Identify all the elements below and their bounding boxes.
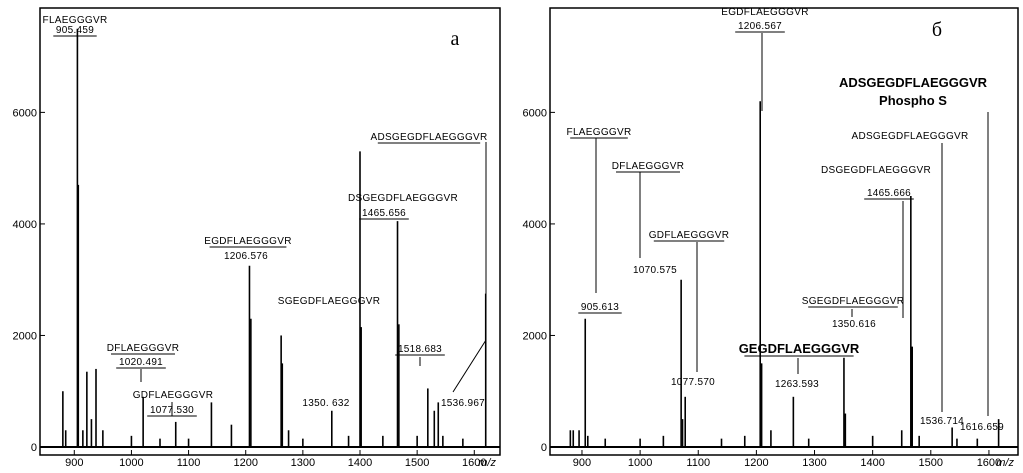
y-tick-label: 6000	[523, 107, 547, 119]
y-tick-label: 2000	[13, 330, 37, 342]
plot-frame	[39, 7, 501, 456]
x-tick-label: 1600	[462, 457, 486, 469]
y-tick-label: 4000	[523, 219, 547, 231]
x-tick-label: 1200	[233, 457, 257, 469]
mz-value-label: 1077.570	[671, 377, 715, 388]
x-axis-unit: m/z	[996, 457, 1014, 469]
mz-value-label: 1350.616	[832, 319, 876, 330]
peptide-label: DSGEGDFLAEGGGVR	[348, 193, 458, 204]
mz-value-label: 1077.530	[150, 405, 194, 416]
mz-value-label: 1616.659	[960, 422, 1004, 433]
x-tick-label: 900	[65, 457, 83, 469]
x-tick-label: 1100	[177, 457, 201, 469]
mz-value-label: 1206.567	[738, 21, 782, 32]
mz-value-label: 1206.576	[224, 251, 268, 262]
peptide-label: DFLAEGGGVR	[612, 161, 684, 172]
mz-value-label: 1020.491	[119, 357, 163, 368]
y-tick-label: 0	[541, 442, 547, 454]
mz-value-label: 1070.575	[633, 265, 677, 276]
x-tick-label: 1600	[977, 457, 1001, 469]
x-tick-label: 1300	[802, 457, 826, 469]
x-tick-label: 1400	[860, 457, 884, 469]
peptide-label: FLAEGGGVR	[567, 127, 632, 138]
modification-label: Phospho S	[879, 93, 947, 108]
y-tick-label: 0	[31, 442, 37, 454]
mz-value-label: 1518.683	[398, 344, 442, 355]
x-tick-label: 1500	[405, 457, 429, 469]
peptide-label: GDFLAEGGGVR	[133, 390, 214, 401]
x-tick-label: 1500	[919, 457, 943, 469]
x-tick-label: 1300	[291, 457, 315, 469]
plot-frame	[549, 7, 1019, 456]
peptide-label: FLAEGGGVR	[43, 15, 108, 26]
spectrum-panel-b: 0 2000 4000 6000 900 1000 1100 1200 1300 1400 1500…	[523, 7, 1019, 469]
mz-value-label: 905.459	[56, 25, 94, 36]
panel-letter: а	[451, 28, 460, 50]
x-tick-label: 900	[573, 457, 591, 469]
panel-letter: б	[932, 19, 942, 41]
peptide-label: ADSGEGDFLAEGGGVR	[370, 132, 487, 143]
mz-value-label: 1350. 632	[302, 398, 349, 409]
peptide-label: DSGEGDFLAEGGGVR	[821, 165, 931, 176]
y-tick-label: 4000	[13, 219, 37, 231]
mz-value-label: 905.613	[581, 302, 619, 313]
peptide-label: ADSGEGDFLAEGGGVR	[839, 75, 988, 90]
mz-value-label: 1465.666	[867, 188, 911, 199]
peptide-label: EGDFLAEGGGVR	[204, 236, 292, 247]
x-tick-label: 1200	[744, 457, 768, 469]
mz-value-label: 1536.714	[920, 416, 964, 427]
y-tick-label: 2000	[523, 330, 547, 342]
x-tick-label: 1400	[348, 457, 372, 469]
x-tick-label: 1100	[686, 457, 710, 469]
peptide-label: ADSGEGDFLAEGGGVR	[851, 131, 968, 142]
peptide-label: DFLAEGGGVR	[107, 343, 179, 354]
y-tick-label: 6000	[13, 107, 37, 119]
annotation-leader-line	[452, 142, 487, 393]
peptide-label: GDFLAEGGGVR	[649, 230, 730, 241]
mz-value-label: 1263.593	[775, 379, 819, 390]
peptide-label: GEGDFLAEGGGVR	[739, 341, 860, 356]
mz-value-label: 1465.656	[362, 208, 406, 219]
x-tick-label: 1000	[628, 457, 652, 469]
spectrum-panel-a: 0 2000 4000 6000 900 1000 1100 1200 1300 1400 1500…	[13, 7, 501, 469]
x-tick-label: 1000	[119, 457, 143, 469]
peptide-label: SGEGDFLAEGGGVR	[278, 296, 381, 307]
peptide-label: SGEGDFLAEGGGVR	[802, 296, 905, 307]
peptide-label: EGDFLAEGGGVR	[721, 7, 809, 18]
mz-value-label: 1536.967	[441, 398, 485, 409]
x-axis-unit: m/z	[478, 457, 496, 469]
